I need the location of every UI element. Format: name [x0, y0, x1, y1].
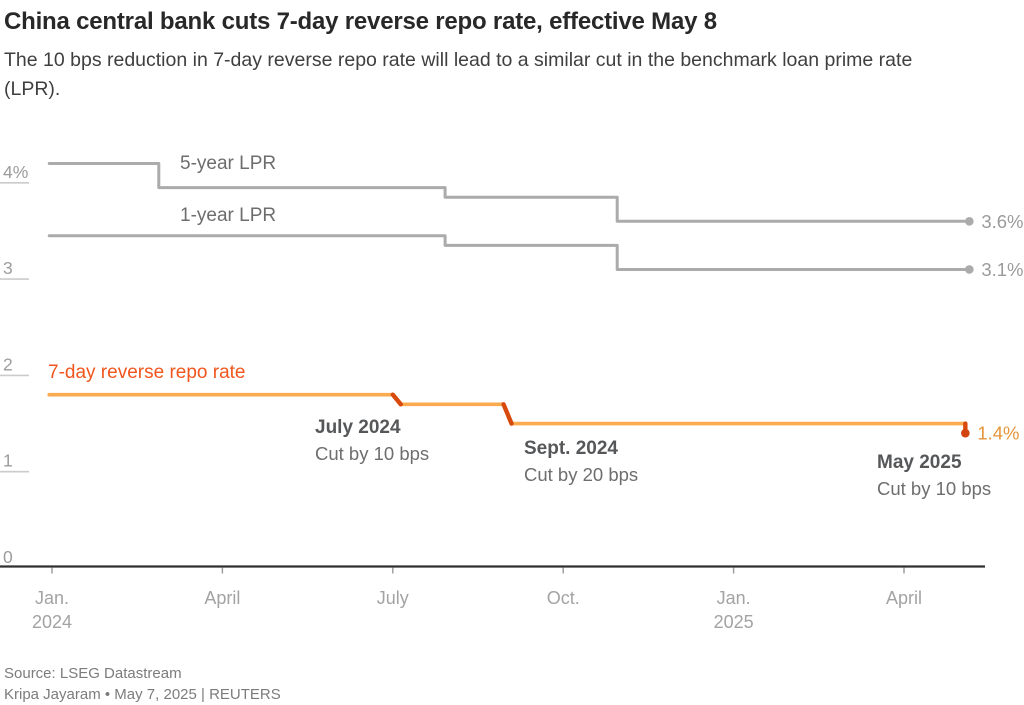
annotation-body-sept-2024: Cut by 20 bps: [524, 464, 638, 485]
series-end-dot-7-day-reverse-repo-rate: [961, 428, 970, 438]
annotation-body-july-2024: Cut by 10 bps: [315, 443, 429, 464]
page-title: China central bank cuts 7-day reverse re…: [4, 8, 717, 35]
series-end-dot-1-year-lpr: [965, 265, 974, 274]
x-tick-label: Jan.: [717, 588, 751, 608]
series-end-dot-5-year-lpr: [965, 217, 974, 226]
x-tick-label: Jan.: [35, 588, 69, 608]
chart-subtitle: The 10 bps reduction in 7-day reverse re…: [4, 49, 913, 100]
series-end-value-5-year-lpr: 3.6%: [981, 211, 1023, 232]
x-tick-year-label: 2024: [32, 612, 72, 632]
y-tick-label: 3: [3, 258, 13, 278]
series-end-value-1-year-lpr: 3.1%: [981, 259, 1023, 280]
source-note: Source: LSEG Datastream: [4, 665, 182, 682]
rate-cut-drop-segment: [390, 392, 403, 407]
y-tick-label: 0: [3, 547, 13, 567]
annotation-title-sept-2024: Sept. 2024: [524, 438, 618, 459]
byline: Kripa Jayaram • May 7, 2025 | REUTERS: [4, 686, 281, 703]
chart-area: 4% 3 2 1 0 Jan. 2024 April July Oct. Jan. 2025 April…: [0, 153, 1023, 632]
series-label-5-year-lpr: 5-year LPR: [180, 153, 276, 174]
annotation-title-may-2025: May 2025: [877, 452, 962, 473]
chart-header: China central bank cuts 7-day reverse re…: [4, 6, 1020, 104]
series-end-value-7-day-reverse-repo-rate: 1.4%: [977, 423, 1019, 444]
y-tick-label: 4%: [3, 162, 28, 182]
series-line-1-year-lpr: [47, 234, 971, 271]
chart-canvas: 4% 3 2 1 0 Jan. 2024 April July Oct. Jan. 2025 April…: [0, 153, 1023, 632]
x-tick-label: April: [886, 588, 922, 608]
series-label-7-day-reverse-repo-rate: 7-day reverse repo rate: [48, 362, 246, 383]
chart-footer: Source: LSEG Datastream Kripa Jayaram • …: [4, 663, 281, 705]
rate-cut-drop-segment: [501, 402, 514, 426]
x-tick-label: Oct.: [547, 588, 580, 608]
series-label-1-year-lpr: 1-year LPR: [180, 205, 276, 226]
x-tick-label: April: [204, 588, 240, 608]
series-line-5-year-lpr: [47, 162, 971, 223]
annotation-title-july-2024: July 2024: [315, 417, 401, 438]
x-tick-label: July: [377, 588, 409, 608]
annotation-body-may-2025: Cut by 10 bps: [877, 478, 991, 499]
y-tick-label: 1: [3, 451, 13, 471]
x-tick-year-label: 2025: [714, 612, 754, 632]
y-tick-label: 2: [3, 354, 13, 374]
